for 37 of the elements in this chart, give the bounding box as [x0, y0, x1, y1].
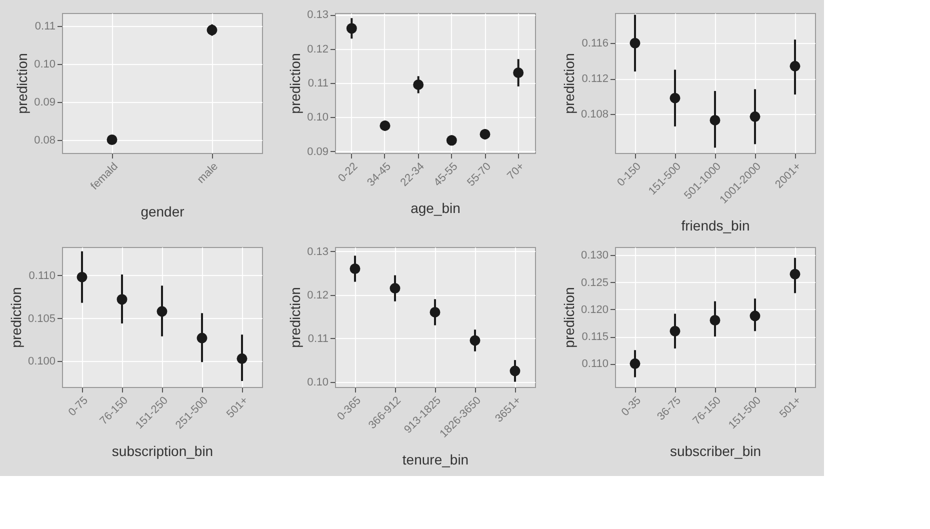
- x-axis-title: subscription_bin: [112, 442, 214, 459]
- y-tick-label: 0.112: [582, 73, 608, 86]
- y-tick-label: 0.125: [580, 276, 608, 289]
- y-tick-label: 0.10: [34, 58, 56, 71]
- y-tick-label: 0.110: [28, 270, 56, 282]
- y-tick-label: 0.100: [28, 356, 56, 368]
- x-tick-label: 70+: [505, 160, 527, 182]
- y-tick-label: 0.105: [28, 312, 56, 325]
- y-tick-label: 0.12: [307, 43, 328, 56]
- y-tick-label: 0.11: [308, 78, 328, 90]
- x-axis-title: subscriber_bin: [670, 442, 762, 459]
- y-tick-label: 0.120: [580, 304, 608, 316]
- y-axis-title: prediction: [8, 287, 24, 348]
- y-tick-label: 0.11: [308, 332, 328, 345]
- y-tick-label: 0.08: [34, 134, 56, 146]
- y-tick-label: 0.115: [582, 331, 608, 344]
- y-axis-title: prediction: [14, 53, 30, 114]
- y-tick-label: 0.110: [582, 358, 608, 370]
- y-tick-label: 0.09: [34, 96, 56, 108]
- y-axis-title: prediction: [287, 287, 304, 348]
- y-axis-title: prediction: [560, 287, 577, 348]
- y-axis-title: prediction: [560, 53, 577, 114]
- y-axis-title: prediction: [287, 53, 304, 114]
- y-tick-label: 0.13: [307, 246, 328, 258]
- y-tick-label: 0.12: [307, 289, 328, 302]
- x-axis-title: age_bin: [410, 200, 460, 216]
- y-tick-label: 0.09: [307, 146, 328, 158]
- y-tick-label: 0.116: [582, 38, 608, 50]
- y-tick-label: 0.108: [580, 108, 608, 121]
- x-axis-title: tenure_bin: [402, 451, 469, 468]
- y-tick-label: 0.130: [580, 250, 608, 262]
- y-tick-label: 0.10: [307, 112, 328, 124]
- x-axis-title: friends_bin: [681, 217, 750, 234]
- y-tick-label: 0.10: [307, 376, 328, 388]
- y-tick-label: 0.11: [34, 20, 56, 33]
- x-axis-title: gender: [140, 204, 185, 220]
- y-tick-label: 0.13: [307, 9, 328, 22]
